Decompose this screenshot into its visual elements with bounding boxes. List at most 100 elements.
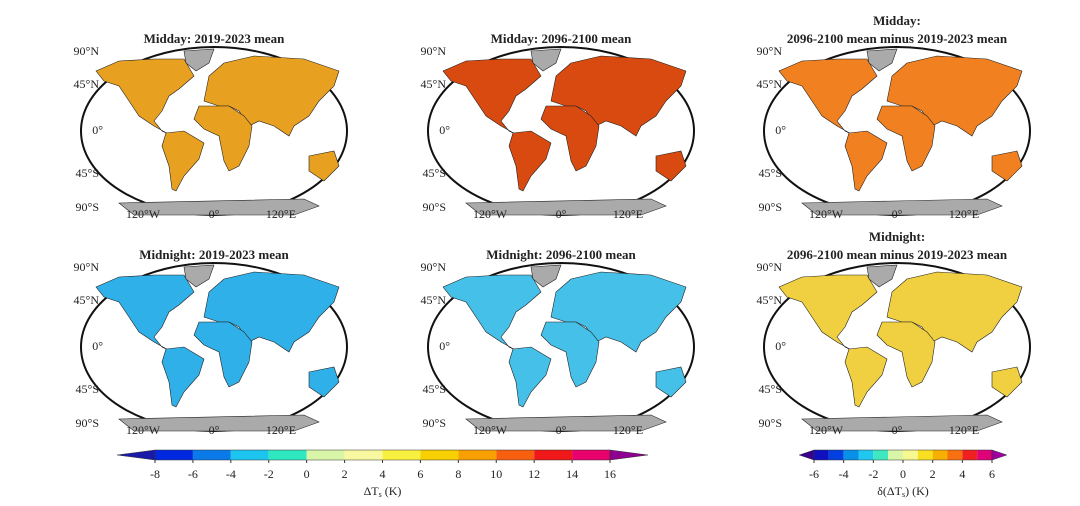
lat-label: 0° [92,123,103,137]
label-part: ΔT [364,484,380,498]
lat-label: 0° [775,123,786,137]
colorbar-tick-label: 4 [959,467,965,481]
colorbar-segment [962,450,978,460]
colorbar-tick-label: 14 [566,467,578,481]
colorbar-tick-label: 4 [380,467,386,481]
map-panel: 90°N 45°N 0° 45°S 90°S 120°W 0° 120°E [757,44,1031,221]
colorbar-segment [496,450,535,460]
colorbar-tick-label: -4 [226,467,236,481]
map-panel: 90°N 45°N 0° 45°S 90°S 120°W 0° 120°E [74,260,348,437]
colorbar-tick-label: 2 [930,467,936,481]
colorbar-segment [268,450,307,460]
colorbar-arrow [609,449,648,461]
colorbar-segment [420,450,459,460]
panel-title: Midday: 2096-2100 mean [491,31,633,46]
lat-label: 90°S [423,416,446,430]
lon-label: 0° [892,423,903,437]
lat-label: 45°N [421,77,447,91]
lat-label: 0° [439,339,450,353]
colorbar-segment [344,450,383,460]
colorbar-tick-label: -6 [809,467,819,481]
colorbar-tick-label: -8 [150,467,160,481]
colorbar-segment [230,450,269,460]
lat-label: 45°N [74,77,100,91]
map-panel: 90°N 45°N 0° 45°S 90°S 120°W 0° 120°E [757,260,1031,437]
colorbar-segment [917,450,933,460]
label-part: s [379,490,382,499]
lon-label: 120°E [949,207,979,221]
colorbar-tick-label: 10 [490,467,502,481]
colorbar-tick-label: -2 [264,467,274,481]
lon-label: 120°W [473,423,508,437]
panel-title: Midnight: [869,229,925,244]
colorbar-segment [828,450,844,460]
colorbar-segment [843,450,859,460]
colorbar-tick-label: 6 [417,467,423,481]
lat-label: 90°S [76,416,99,430]
lat-label: 45°N [421,293,447,307]
colorbar-tick-label: -6 [188,467,198,481]
panel-title: Midday: [873,13,921,28]
colorbar-segment [858,450,874,460]
colorbar-label: ΔTs (K) [364,484,402,499]
colorbar-tick-label: 0 [900,467,906,481]
colorbar-segment [306,450,345,460]
colorbar-tick-label: 0 [304,467,310,481]
lat-label: 90°N [74,44,100,58]
lon-label: 120°E [949,423,979,437]
panel-title: Midnight: 2019-2023 mean [139,247,289,262]
lon-label: 120°W [809,423,844,437]
lon-label: 120°W [473,207,508,221]
lat-label: 45°S [76,382,99,396]
lat-label: 90°N [421,44,447,58]
lat-label: 0° [92,339,103,353]
lat-label: 90°S [759,200,782,214]
lat-label: 90°N [421,260,447,274]
colorbar-segment [814,450,829,460]
lon-label: 120°W [126,423,161,437]
lat-label: 90°S [759,416,782,430]
colorbar-tick-label: 2 [342,467,348,481]
colorbar-tick-label: 8 [455,467,461,481]
panel-title: Midday: 2019-2023 mean [144,31,286,46]
lat-label: 90°N [757,260,783,274]
colorbar-tick-label: 12 [528,467,540,481]
label-part: ) (K) [905,484,929,498]
colorbar-segment [572,450,610,460]
colorbar-tick-label: 6 [989,467,995,481]
colorbar-arrow [117,449,156,461]
lat-label: 90°S [423,200,446,214]
panel-title: 2096-2100 mean minus 2019-2023 mean [787,31,1008,46]
colorbar-segment [947,450,963,460]
lon-label: 0° [209,423,220,437]
lat-label: 45°N [757,77,783,91]
colorbar-tick-label: -4 [839,467,849,481]
label-part: s [902,490,905,499]
lat-label: 90°S [76,200,99,214]
lat-label: 90°N [74,260,100,274]
lat-label: 45°S [759,166,782,180]
colorbar-label: δ(ΔTs) (K) [877,484,928,499]
lon-label: 0° [556,423,567,437]
lon-label: 120°E [613,423,643,437]
lon-label: 120°E [266,207,296,221]
lon-label: 120°W [126,207,161,221]
lat-label: 45°S [76,166,99,180]
panel-title: 2096-2100 mean minus 2019-2023 mean [787,247,1008,262]
lon-label: 0° [556,207,567,221]
label-part: (K) [382,484,402,498]
colorbar-segment [977,450,992,460]
lon-label: 120°E [266,423,296,437]
colorbar-arrow [798,449,815,461]
map-panel: 90°N 45°N 0° 45°S 90°S 120°W 0° 120°E [421,260,695,437]
lat-label: 0° [775,339,786,353]
lon-label: 0° [209,207,220,221]
lat-label: 45°N [757,293,783,307]
colorbar-segment [888,450,903,460]
colorbar-arrow [991,449,1008,461]
lon-label: 120°E [613,207,643,221]
label-part: δ(ΔT [877,484,902,498]
lat-label: 45°S [759,382,782,396]
lon-label: 0° [892,207,903,221]
